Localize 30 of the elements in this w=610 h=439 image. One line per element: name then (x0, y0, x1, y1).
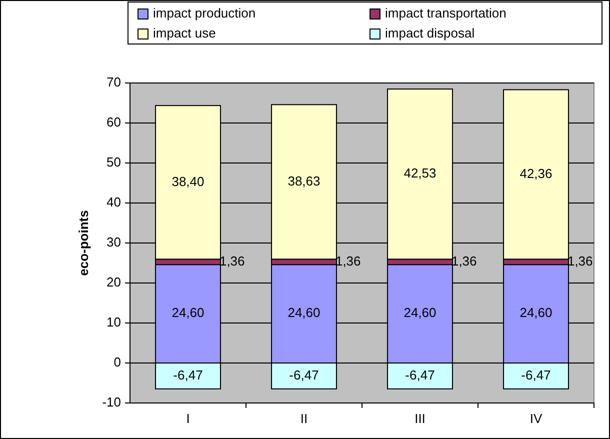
data-label: 38,63 (288, 173, 320, 188)
legend-label: impact disposal (385, 25, 475, 40)
data-label: 42,36 (520, 166, 552, 181)
x-tick-label: III (414, 411, 426, 426)
data-label: -6,47 (405, 367, 435, 382)
data-label: 24,60 (288, 305, 320, 320)
x-tick-label: II (300, 411, 308, 426)
data-label: 24,60 (404, 305, 436, 320)
y-tick-label: 60 (106, 114, 121, 130)
legend-label: impact use (153, 25, 216, 40)
y-tick-label: -10 (102, 394, 121, 410)
legend-label: impact transportation (385, 5, 506, 20)
y-tick-label: 10 (106, 314, 121, 330)
data-label: -6,47 (173, 367, 203, 382)
y-tick-label: 40 (106, 194, 121, 210)
data-label: 42,53 (404, 166, 436, 181)
data-label: 38,40 (172, 174, 204, 189)
y-axis-title: eco-points (76, 210, 91, 276)
legend-label: impact production (153, 5, 256, 20)
y-tick-label: 20 (106, 274, 121, 290)
data-label: 24,60 (520, 305, 552, 320)
x-tick-label: I (186, 411, 190, 426)
y-tick-label: 30 (106, 234, 121, 250)
data-label: -6,47 (521, 367, 551, 382)
y-tick-label: 70 (106, 74, 121, 90)
data-label: 24,60 (172, 305, 204, 320)
y-tick-label: 0 (114, 354, 121, 370)
x-tick-label: IV (530, 411, 542, 426)
data-label: -6,47 (289, 367, 319, 382)
y-tick-label: 50 (106, 154, 121, 170)
